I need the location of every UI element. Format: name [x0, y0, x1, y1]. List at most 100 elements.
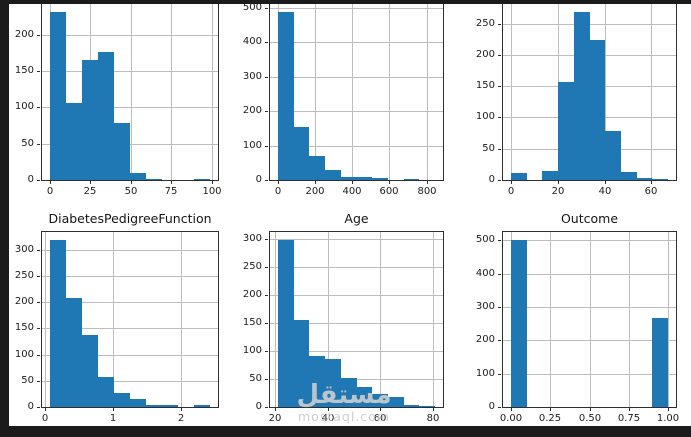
y-gridline [270, 76, 443, 78]
histogram-bar [511, 173, 527, 180]
y-tick [265, 350, 268, 352]
y-gridline [42, 143, 218, 145]
top-border-band [0, 0, 691, 4]
y-tick [498, 23, 501, 25]
y-tick-label: 0 [488, 174, 495, 185]
left-border-band [0, 0, 9, 437]
y-tick [265, 378, 268, 380]
x-tick-label: 0 [46, 186, 54, 197]
y-tick [37, 380, 40, 382]
histogram-bar [341, 378, 357, 407]
histogram-bar [294, 127, 309, 180]
x-tick [650, 181, 652, 184]
y-tick-label: 250 [14, 270, 34, 281]
histogram-bar [325, 170, 341, 180]
x-tick-label: 800 [417, 186, 437, 197]
x-tick-label: 0.50 [578, 413, 602, 424]
x-tick-label: 20 [268, 413, 282, 424]
histogram-bar [388, 397, 404, 407]
y-tick-label: 400 [475, 268, 495, 279]
y-tick [498, 85, 501, 87]
x-tick [44, 408, 46, 411]
subplot-bottom-right [502, 231, 677, 408]
histogram-bar [82, 60, 98, 180]
x-tick [277, 181, 279, 184]
y-gridline [270, 350, 443, 352]
y-tick-label: 0 [27, 174, 34, 185]
y-tick-label: 100 [475, 368, 495, 379]
y-tick [498, 306, 501, 308]
y-tick-label: 300 [242, 71, 262, 82]
y-tick [265, 238, 268, 240]
subplot-top-middle [269, 3, 444, 181]
y-tick [37, 70, 40, 72]
histogram-bar [511, 240, 527, 407]
y-tick-label: 200 [475, 334, 495, 345]
x-gridline [667, 232, 669, 407]
y-tick [37, 275, 40, 277]
y-tick-label: 400 [242, 36, 262, 47]
y-tick [265, 294, 268, 296]
y-tick-label: 50 [249, 373, 262, 384]
histogram-bar [114, 393, 130, 407]
x-gridline [589, 232, 591, 407]
histogram-bar [194, 405, 210, 407]
histogram-bar [404, 405, 419, 407]
histogram-bar [146, 405, 162, 407]
y-tick-label: 0 [255, 174, 262, 185]
histogram-bar [98, 377, 114, 407]
x-gridline [274, 232, 276, 407]
x-tick [510, 408, 512, 411]
x-gridline [510, 4, 512, 180]
y-gridline [270, 145, 443, 147]
histogram-bar [542, 171, 558, 180]
y-tick-label: 0 [488, 401, 495, 412]
x-gridline [314, 4, 316, 180]
y-tick-label: 100 [14, 349, 34, 360]
y-tick [498, 148, 501, 150]
y-gridline [270, 322, 443, 324]
y-tick [498, 116, 501, 118]
y-tick-label: 150 [14, 322, 34, 333]
histogram-bar [605, 131, 621, 180]
histogram-bar [637, 178, 652, 180]
x-gridline [628, 232, 630, 407]
x-tick [170, 181, 172, 184]
y-tick [37, 301, 40, 303]
x-tick-label: 0.75 [617, 413, 641, 424]
x-gridline [327, 232, 329, 407]
x-gridline [650, 4, 652, 180]
x-tick [432, 408, 434, 411]
y-tick-label: 200 [475, 49, 495, 60]
x-tick-label: 50 [124, 186, 138, 197]
x-gridline [432, 232, 434, 407]
x-tick [89, 181, 91, 184]
histogram-bar [278, 240, 294, 407]
y-tick-label: 50 [21, 138, 34, 149]
x-gridline [388, 4, 390, 180]
x-tick-label: 2 [177, 413, 185, 424]
x-tick-label: 1.00 [656, 413, 680, 424]
x-gridline [426, 4, 428, 180]
y-gridline [270, 294, 443, 296]
x-tick [180, 408, 182, 411]
y-tick [265, 406, 268, 408]
histogram-bar [50, 12, 66, 180]
histogram-bar [66, 298, 82, 407]
histogram-bar [357, 387, 372, 407]
y-tick-label: 300 [242, 233, 262, 244]
x-tick [49, 181, 51, 184]
y-tick [37, 106, 40, 108]
x-tick [426, 181, 428, 184]
y-gridline [42, 380, 218, 382]
y-tick [498, 54, 501, 56]
y-tick [37, 406, 40, 408]
y-tick [498, 273, 501, 275]
histogram-bar [574, 12, 590, 180]
x-tick-label: 80 [426, 413, 440, 424]
histogram-bar [114, 123, 130, 180]
subplot-title: Age [344, 211, 369, 226]
y-tick [37, 34, 40, 36]
y-gridline [42, 301, 218, 303]
y-tick-label: 100 [14, 101, 34, 112]
